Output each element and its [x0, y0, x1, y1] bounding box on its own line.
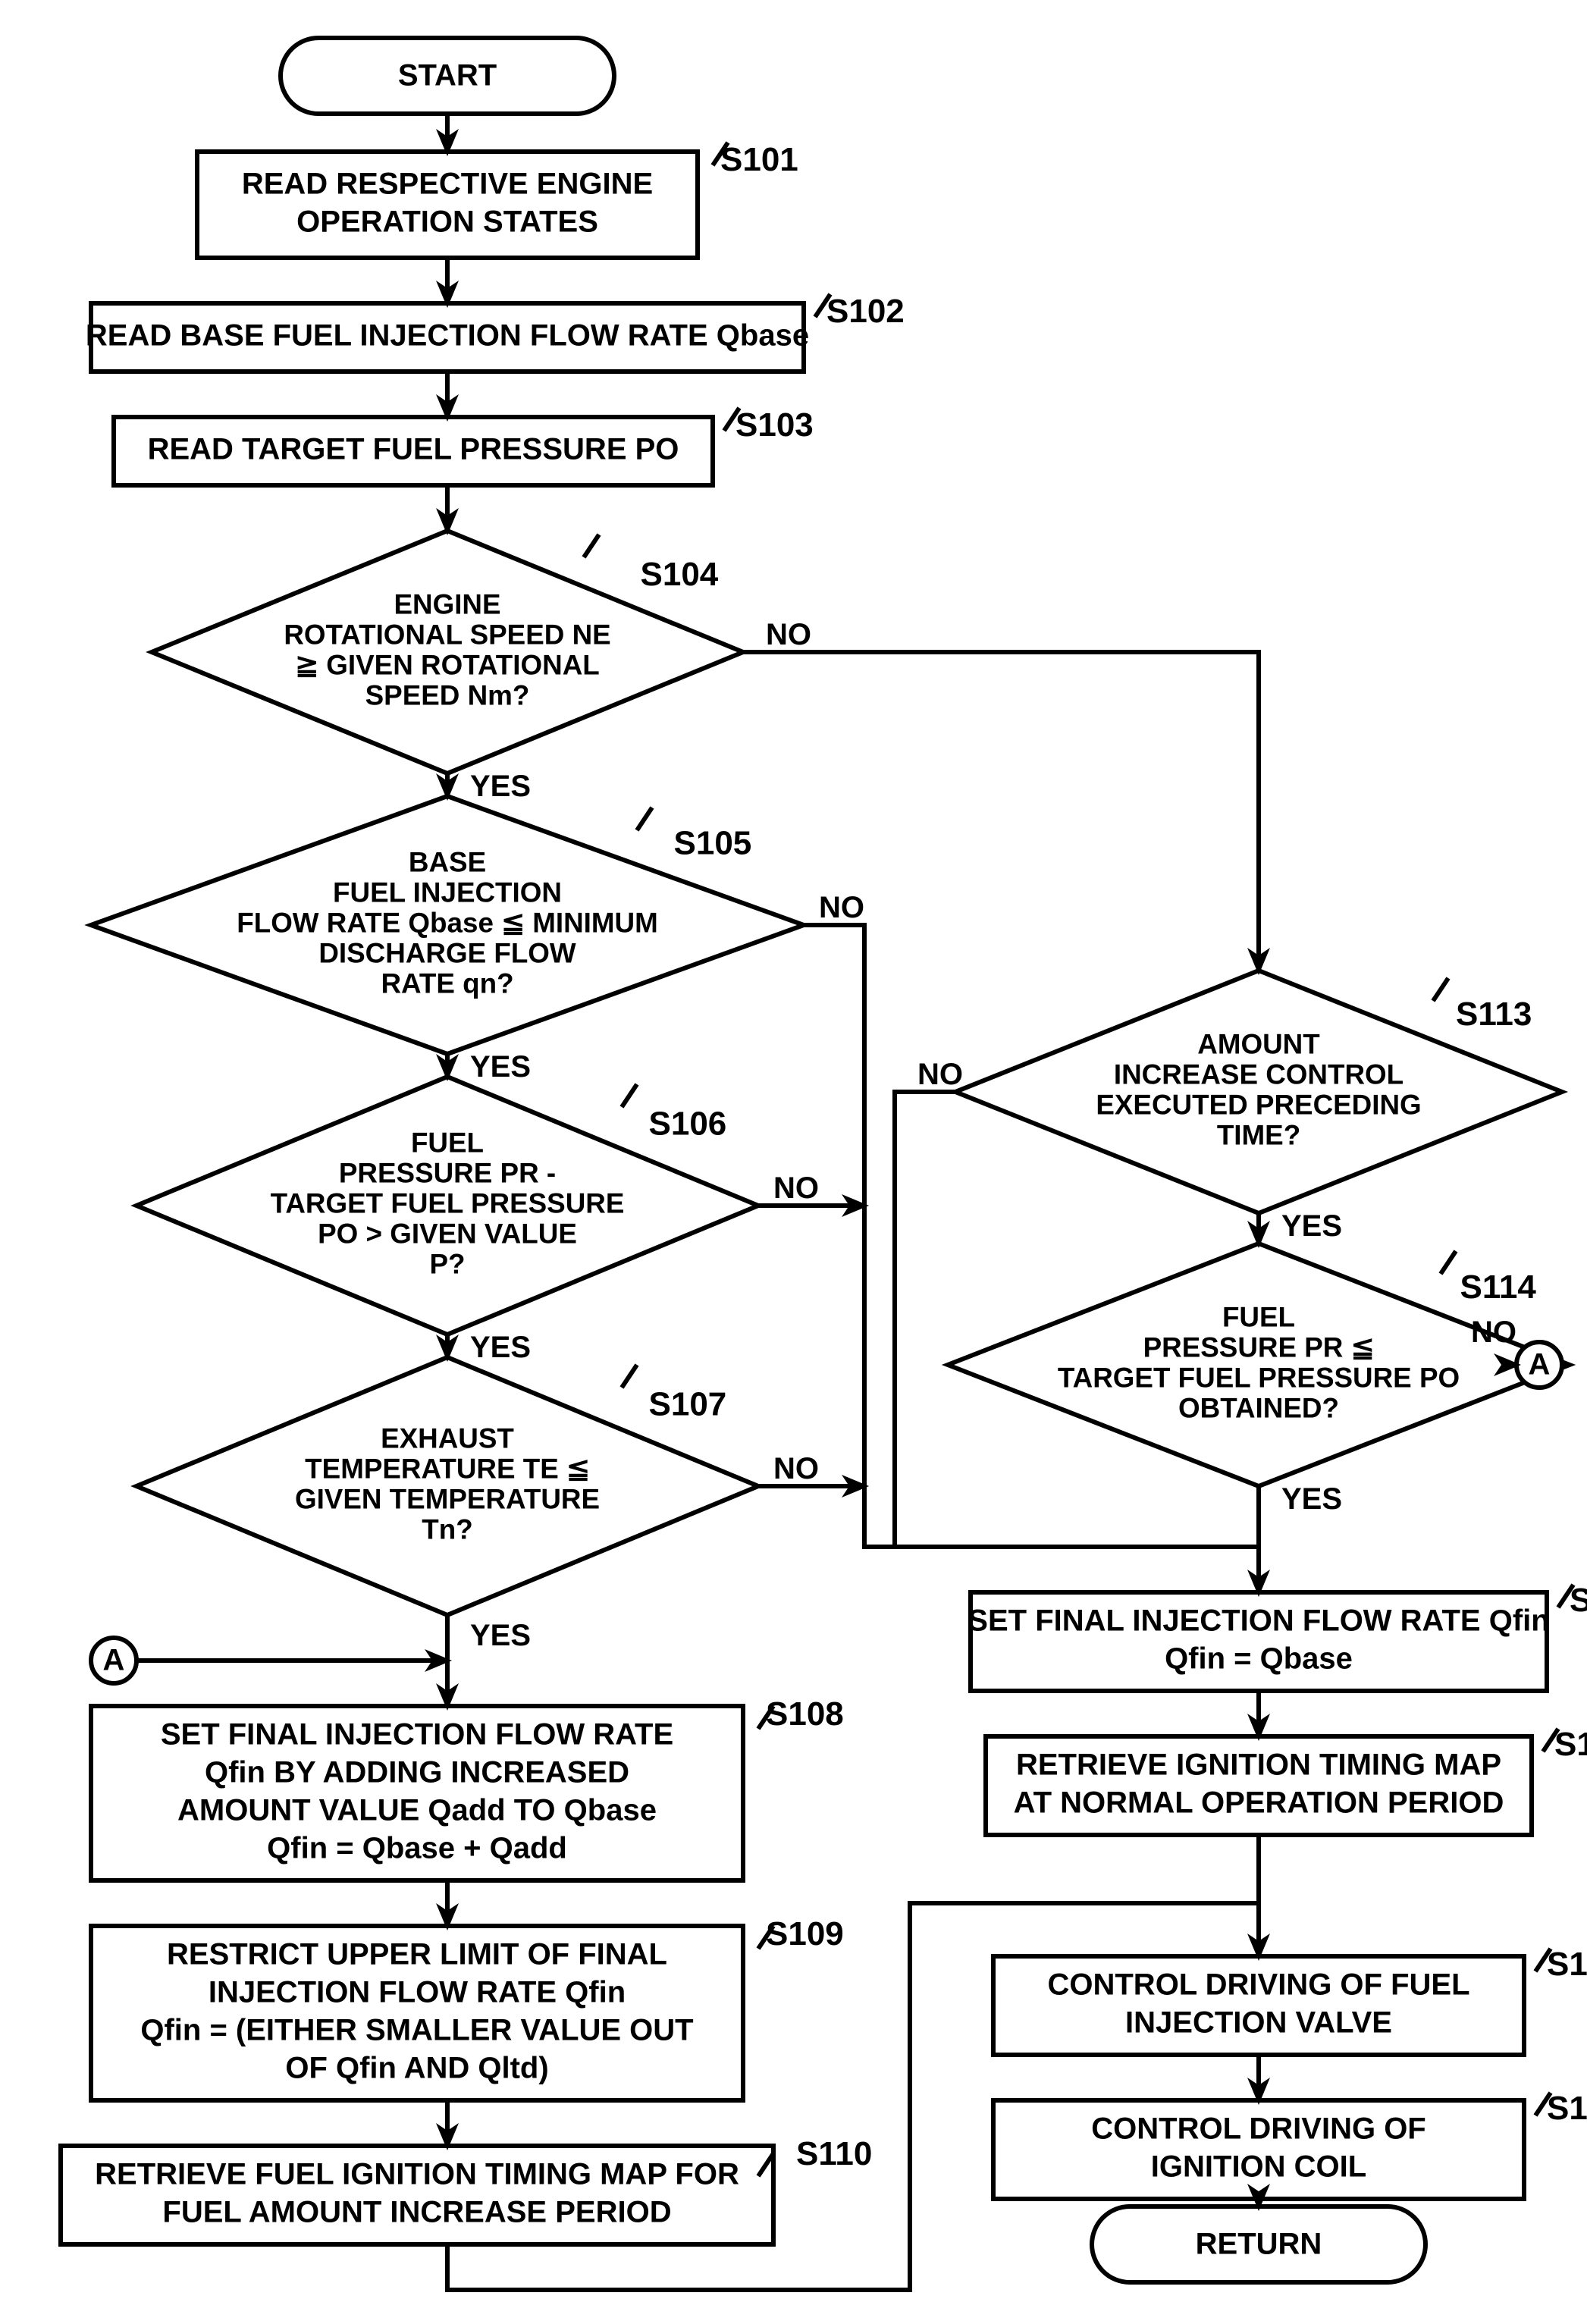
process-s115-line-0: SET FINAL INJECTION FLOW RATE Qfin	[968, 1604, 1549, 1638]
step-label-s106: S106	[649, 1106, 727, 1143]
process-s111-line-0: CONTROL DRIVING OF FUEL	[1047, 1968, 1469, 2002]
edge-30	[637, 808, 652, 830]
step-label-s103: S103	[735, 406, 814, 444]
yn-s104_yes: YES	[470, 770, 531, 803]
process-s112-line-0: CONTROL DRIVING OF	[1091, 2112, 1425, 2146]
process-s108-line-3: Qfin = Qbase + Qadd	[267, 1832, 567, 1865]
decision-s114-line-3: OBTAINED?	[1178, 1393, 1339, 1424]
edge-33	[1433, 978, 1448, 1001]
decision-s107-line-1: TEMPERATURE TE ≦	[305, 1454, 590, 1485]
step-label-s110: S110	[796, 2135, 872, 2172]
yn-s106_yes: YES	[470, 1331, 531, 1364]
flowchart-canvas: START RETURN READ RESPECTIVE ENGINE OPERATI…	[0, 0, 1587, 2324]
yn-s114_no: NO	[1471, 1316, 1516, 1349]
connector-A_left-label: A	[103, 1644, 125, 1677]
yn-s105_yes: YES	[470, 1050, 531, 1084]
process-s110-line-0: RETRIEVE FUEL IGNITION TIMING MAP FOR	[95, 2158, 739, 2191]
edge-34	[1441, 1251, 1456, 1274]
return-label: RETURN	[1196, 2228, 1322, 2261]
decision-s114-line-2: TARGET FUEL PRESSURE PO	[1058, 1363, 1460, 1394]
yn-s113_no: NO	[917, 1058, 963, 1091]
process-s103-line-0: READ TARGET FUEL PRESSURE PO	[148, 433, 679, 466]
yn-s113_yes: YES	[1281, 1209, 1342, 1243]
process-s109-line-0: RESTRICT UPPER LIMIT OF FINAL	[167, 1938, 667, 1971]
process-s112-line-1: IGNITION COIL	[1151, 2150, 1366, 2184]
process-s109-line-1: INJECTION FLOW RATE Qfin	[209, 1976, 626, 2009]
decision-s105-line-3: DISCHARGE FLOW	[318, 938, 576, 969]
edge-31	[622, 1084, 637, 1107]
yn-s107_no: NO	[773, 1452, 819, 1485]
process-s102-line-0: READ BASE FUEL INJECTION FLOW RATE Qbase	[86, 319, 809, 353]
step-label-s105: S105	[674, 825, 752, 862]
decision-s113-line-0: AMOUNT	[1197, 1029, 1320, 1060]
decision-s113-line-2: EXECUTED PRECEDING	[1096, 1090, 1421, 1121]
edge-29	[584, 535, 599, 557]
step-label-s107: S107	[649, 1386, 727, 1423]
decision-s105-line-2: FLOW RATE Qbase ≦ MINIMUM	[237, 908, 658, 939]
step-label-s111: S111	[1547, 1946, 1587, 1983]
decision-s105-line-1: FUEL INJECTION	[333, 877, 562, 908]
decision-s104-line-0: ENGINE	[394, 589, 500, 620]
decision-s106-line-3: PO > GIVEN VALUE	[318, 1218, 577, 1250]
process-s109-line-3: OF Qfin AND Qltd)	[285, 2052, 548, 2085]
process-s108-line-0: SET FINAL INJECTION FLOW RATE	[161, 1718, 673, 1752]
decision-s106-line-2: TARGET FUEL PRESSURE	[271, 1188, 625, 1219]
step-label-s116: S116	[1554, 1726, 1587, 1763]
step-label-s104: S104	[641, 556, 719, 593]
process-s110-line-1: FUEL AMOUNT INCREASE PERIOD	[162, 2196, 671, 2229]
decision-s113-line-1: INCREASE CONTROL	[1114, 1059, 1404, 1090]
process-s101-line-1: OPERATION STATES	[296, 205, 598, 239]
step-label-s109: S109	[766, 1915, 844, 1952]
decision-s114-line-0: FUEL	[1222, 1302, 1295, 1333]
start-label: START	[398, 59, 497, 93]
yn-s106_no: NO	[773, 1171, 819, 1205]
decision-s114-line-1: PRESSURE PR ≦	[1143, 1332, 1375, 1363]
decision-s107-line-2: GIVEN TEMPERATURE	[295, 1484, 600, 1515]
decision-s106-line-4: P?	[429, 1249, 465, 1280]
edge-32	[622, 1365, 637, 1388]
process-s116-line-1: AT NORMAL OPERATION PERIOD	[1014, 1786, 1504, 1820]
process-s108-line-1: Qfin BY ADDING INCREASED	[205, 1756, 629, 1789]
yn-s107_yes: YES	[470, 1619, 531, 1652]
decision-s106-line-1: PRESSURE PR -	[339, 1158, 556, 1189]
connector-A_right-label: A	[1529, 1348, 1551, 1382]
process-s116-line-0: RETRIEVE IGNITION TIMING MAP	[1016, 1748, 1501, 1782]
decision-s106-line-0: FUEL	[411, 1128, 484, 1159]
decision-s107-line-3: Tn?	[422, 1514, 472, 1545]
step-label-s108: S108	[766, 1695, 844, 1733]
yn-s104_no: NO	[766, 618, 811, 651]
decision-s105-line-0: BASE	[409, 847, 486, 878]
step-label-s101: S101	[720, 141, 798, 178]
yn-s114_yes: YES	[1281, 1482, 1342, 1516]
step-label-s114: S114	[1460, 1269, 1537, 1306]
decision-s105-line-4: RATE qn?	[381, 968, 513, 999]
decision-s113-line-3: TIME?	[1217, 1120, 1300, 1151]
decision-s107-line-0: EXHAUST	[381, 1423, 514, 1454]
process-s111-line-1: INJECTION VALVE	[1125, 2006, 1392, 2040]
process-s108-line-2: AMOUNT VALUE Qadd TO Qbase	[177, 1794, 657, 1827]
process-s101-line-0: READ RESPECTIVE ENGINE	[242, 168, 653, 201]
decision-s104-line-1: ROTATIONAL SPEED NE	[284, 619, 610, 651]
process-s115-line-1: Qfin = Qbase	[1165, 1642, 1353, 1676]
step-label-s112: S112	[1547, 2090, 1587, 2127]
step-label-s102: S102	[826, 293, 905, 330]
yn-s105_no: NO	[819, 891, 864, 924]
decision-s104-line-2: ≧ GIVEN ROTATIONAL	[295, 650, 600, 681]
step-label-s113: S113	[1456, 996, 1532, 1033]
decision-s104-line-3: SPEED Nm?	[365, 680, 530, 711]
process-s109-line-2: Qfin = (EITHER SMALLER VALUE OUT	[140, 2014, 693, 2047]
